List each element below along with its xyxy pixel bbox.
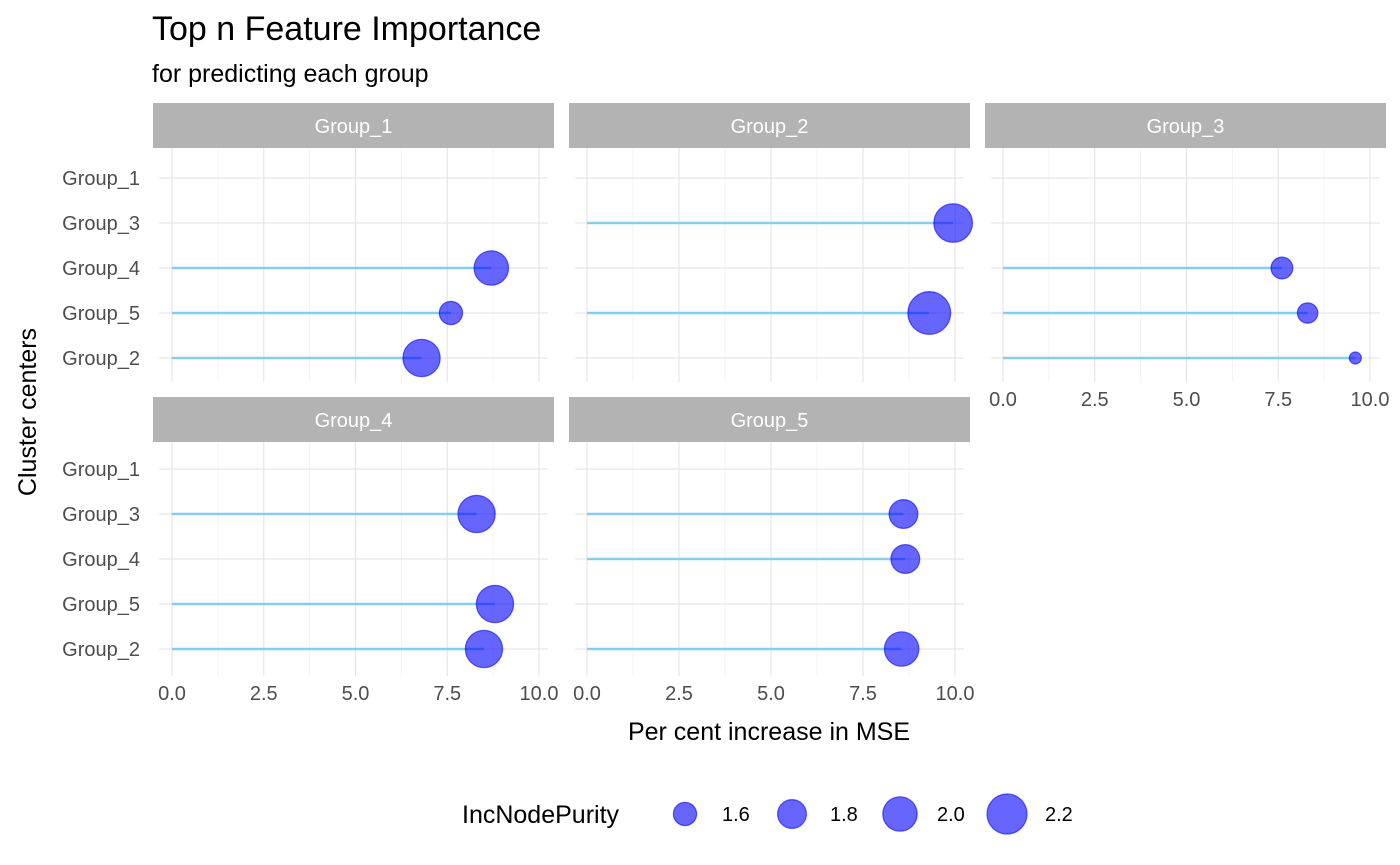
- panel-strip: [985, 103, 1386, 148]
- legend-key-label: 1.6: [722, 804, 750, 826]
- x-tick-label: 5.0: [757, 683, 785, 705]
- y-tick-label: Group_3: [62, 213, 140, 235]
- y-tick-label: Group_1: [62, 168, 140, 190]
- lollipop-point: [890, 543, 921, 574]
- panel-strip: [153, 103, 554, 148]
- y-tick-label: Group_4: [62, 258, 140, 280]
- legend-key-circle: [776, 798, 807, 829]
- x-tick-label: 0.0: [158, 683, 186, 705]
- lollipop-point: [464, 629, 504, 669]
- y-tick-label: Group_5: [62, 594, 140, 616]
- lollipop-point: [473, 250, 510, 286]
- lollipop-point: [907, 291, 952, 336]
- lollipop-point: [933, 203, 974, 243]
- x-tick-label: 7.5: [1264, 389, 1292, 411]
- panel-group-1: Group_1 Group_1 Group_3 Group_4 Group_5 Group…: [62, 103, 554, 382]
- panel-strip: [569, 103, 970, 148]
- legend-key-label: 2.2: [1045, 804, 1073, 826]
- panel-strip-label: Group_3: [1147, 116, 1225, 138]
- x-tick-label: 10.0: [936, 683, 975, 705]
- panel-group-5: Group_5 0.0 2.5 5.0 7.5 10.0: [569, 397, 974, 705]
- panel-strip-label: Group_4: [315, 410, 393, 432]
- x-tick-label: 5.0: [342, 683, 370, 705]
- legend-key-label: 2.0: [937, 804, 965, 826]
- x-tick-label: 0.0: [573, 683, 601, 705]
- chart-subtitle: for predicting each group: [152, 60, 429, 88]
- y-tick-label: Group_4: [62, 549, 140, 571]
- lollipop-point: [402, 338, 441, 378]
- panel-group-3: Group_3 0.0 2.5 5.0 7.5 10.0: [985, 103, 1389, 411]
- panel-strip: [153, 397, 554, 442]
- panel-group-2: Group_2: [569, 103, 974, 382]
- panel-strip-label: Group_2: [731, 116, 809, 138]
- chart-title: Top n Feature Importance: [152, 10, 541, 48]
- x-tick-label: 7.5: [433, 683, 461, 705]
- y-tick-label: Group_2: [62, 348, 140, 370]
- lollipop-point: [1348, 351, 1362, 365]
- x-axis-title: Per cent increase in MSE: [628, 718, 910, 746]
- lollipop-point: [438, 300, 464, 326]
- legend-key-label: 1.8: [830, 804, 858, 826]
- lollipop-point: [888, 499, 919, 530]
- panel-strip: [569, 397, 970, 442]
- x-tick-label: 7.5: [849, 683, 877, 705]
- y-tick-label: Group_3: [62, 504, 140, 526]
- panel-group-4: Group_4 Group_1 Group_3 Group_4 Group_5 Group…: [62, 397, 558, 705]
- legend-key-circle: [672, 801, 698, 827]
- facet-panels: Group_1Group_1Group_3Group_4Group_5Group…: [62, 103, 1389, 705]
- x-tick-label: 10.0: [1351, 389, 1390, 411]
- panel-strip-label: Group_1: [315, 116, 393, 138]
- x-tick-label: 5.0: [1173, 389, 1201, 411]
- size-legend: IncNodePurity 1.6 1.8 2.0 2.2: [462, 793, 1073, 835]
- legend-key-circle: [882, 796, 918, 832]
- panel-strip-label: Group_5: [731, 410, 809, 432]
- legend-title: IncNodePurity: [462, 801, 620, 829]
- lollipop-point: [457, 494, 496, 534]
- y-tick-label: Group_5: [62, 303, 140, 325]
- x-tick-label: 10.0: [520, 683, 559, 705]
- y-axis-title: Cluster centers: [14, 328, 42, 496]
- lollipop-point: [1270, 256, 1294, 280]
- legend-key-circle: [986, 793, 1028, 835]
- lollipop-point: [883, 631, 920, 667]
- lollipop-point: [475, 584, 515, 624]
- y-tick-label: Group_1: [62, 459, 140, 481]
- lollipop-point: [1296, 302, 1319, 324]
- y-tick-label: Group_2: [62, 639, 140, 661]
- x-tick-label: 2.5: [665, 683, 693, 705]
- x-tick-label: 2.5: [250, 683, 278, 705]
- x-tick-label: 2.5: [1081, 389, 1109, 411]
- x-tick-label: 0.0: [989, 389, 1017, 411]
